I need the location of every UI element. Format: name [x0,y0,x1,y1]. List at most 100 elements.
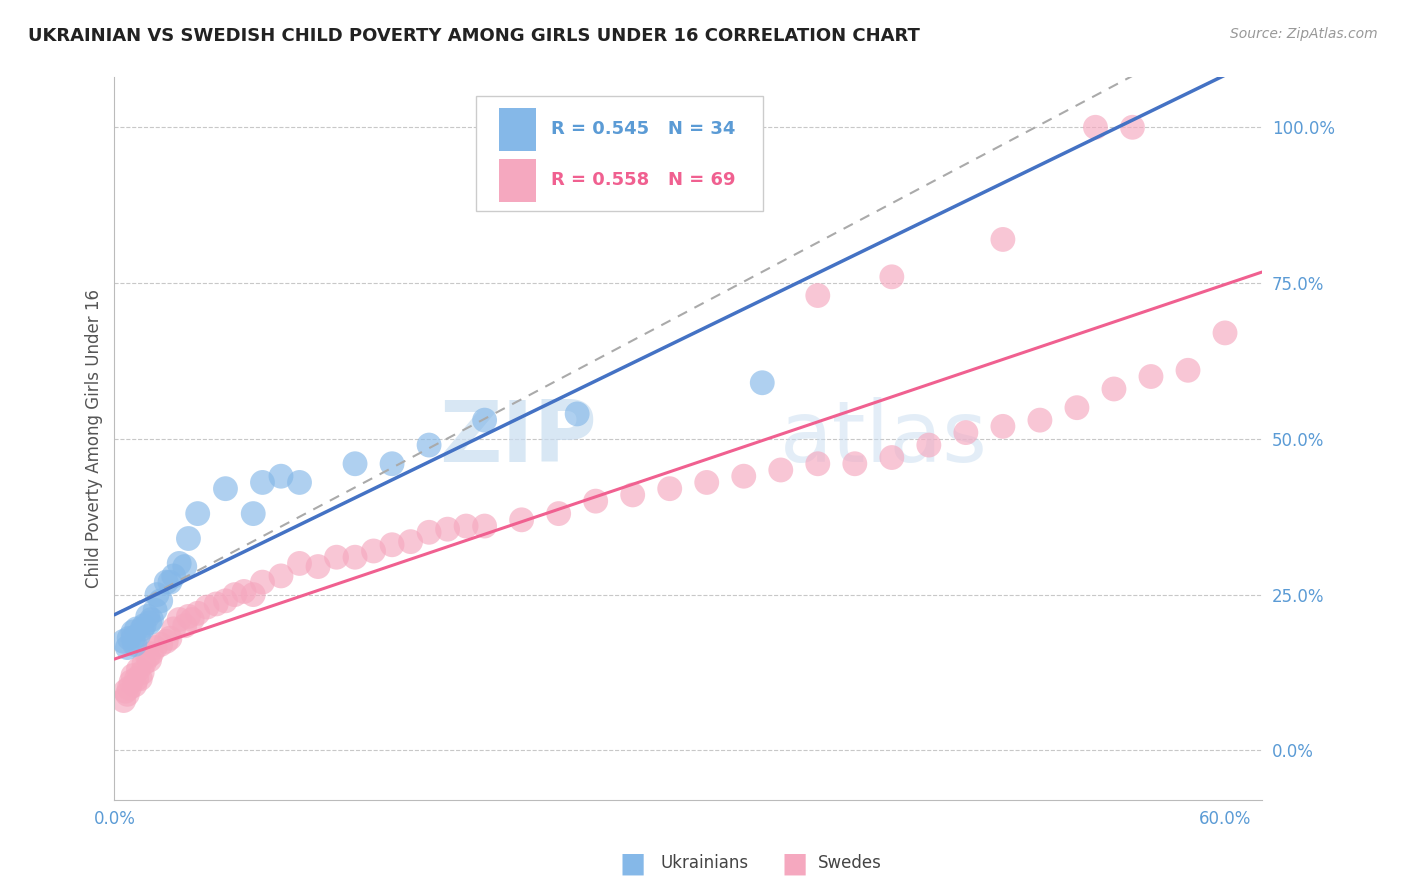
Point [127,662,149,676]
Text: Swedes: Swedes [818,855,882,872]
Point [1066,401,1088,415]
Point [381,538,404,552]
Point [1177,363,1199,377]
Point [270,469,292,483]
Point [242,507,264,521]
Point [567,407,589,421]
Point [733,469,755,483]
Point [658,482,681,496]
Text: R = 0.545   N = 34: R = 0.545 N = 34 [551,120,735,138]
Point [129,672,152,686]
Point [132,656,155,670]
Point [159,631,181,645]
Point [325,550,347,565]
Point [344,457,367,471]
Text: Ukrainians: Ukrainians [661,855,749,872]
Point [177,532,200,546]
Point [288,557,311,571]
Point [214,594,236,608]
Point [146,588,169,602]
Point [252,475,274,490]
Point [125,672,148,686]
Point [120,674,142,689]
Point [880,269,903,284]
Point [955,425,977,440]
Point [399,534,422,549]
Point [918,438,941,452]
Point [1102,382,1125,396]
Point [844,457,866,471]
Point [131,622,153,636]
Point [167,613,190,627]
Point [474,413,496,427]
Text: ■: ■ [782,849,807,878]
Point [138,653,160,667]
Point [436,522,458,536]
Point [124,637,146,651]
Point [125,622,148,636]
Point [1121,120,1143,135]
Point [149,637,172,651]
Point [181,613,204,627]
Point [127,628,149,642]
Point [141,613,163,627]
Point [288,475,311,490]
Point [474,519,496,533]
Point [143,640,166,655]
Point [991,419,1014,434]
Point [456,519,478,533]
Point [807,457,830,471]
Point [252,575,274,590]
Point [117,687,139,701]
Point [122,668,145,682]
Text: Source: ZipAtlas.com: Source: ZipAtlas.com [1230,27,1378,41]
Point [418,525,440,540]
Point [118,681,141,695]
FancyBboxPatch shape [499,159,536,202]
Point [163,569,186,583]
Point [547,507,569,521]
Point [1140,369,1163,384]
Point [155,575,177,590]
Y-axis label: Child Poverty Among Girls Under 16: Child Poverty Among Girls Under 16 [86,289,103,589]
Text: ■: ■ [620,849,645,878]
Point [621,488,644,502]
Point [118,631,141,645]
Point [112,634,135,648]
Point [159,575,181,590]
Point [307,559,329,574]
Point [585,494,607,508]
Point [177,609,200,624]
Point [195,600,218,615]
Point [769,463,792,477]
Point [363,544,385,558]
Text: R = 0.558   N = 69: R = 0.558 N = 69 [551,171,735,189]
Point [173,559,195,574]
Point [124,678,146,692]
Point [167,557,190,571]
Point [233,584,256,599]
Point [991,232,1014,246]
Point [141,647,163,661]
FancyBboxPatch shape [475,95,763,211]
Point [270,569,292,583]
Point [344,550,367,565]
Point [187,507,209,521]
Point [696,475,718,490]
Point [136,649,159,664]
Point [117,640,139,655]
Point [224,588,246,602]
Text: ZIP: ZIP [439,397,596,480]
Point [214,482,236,496]
Point [510,513,533,527]
Point [1029,413,1052,427]
Point [132,619,155,633]
Point [1084,120,1107,135]
Point [122,631,145,645]
Text: UKRAINIAN VS SWEDISH CHILD POVERTY AMONG GIRLS UNDER 16 CORRELATION CHART: UKRAINIAN VS SWEDISH CHILD POVERTY AMONG… [28,27,920,45]
Point [112,693,135,707]
Point [880,450,903,465]
Point [136,609,159,624]
Point [1213,326,1236,340]
Point [114,684,136,698]
